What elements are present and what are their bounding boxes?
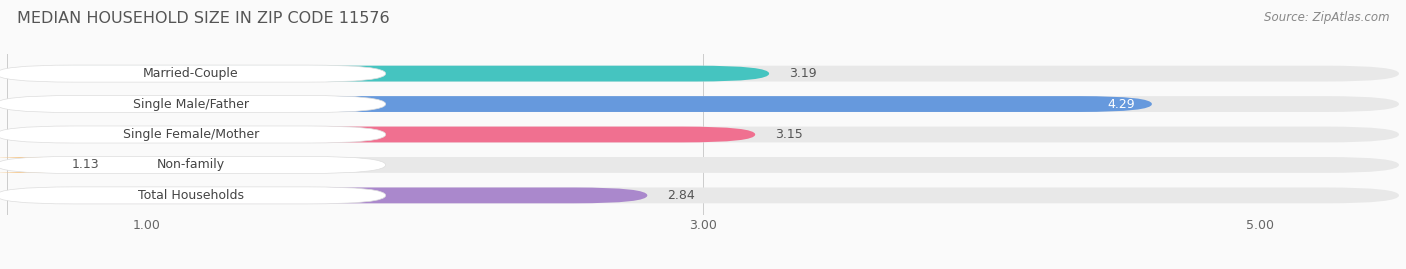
Text: 3.15: 3.15 [775, 128, 803, 141]
FancyBboxPatch shape [0, 126, 385, 143]
Text: Single Female/Mother: Single Female/Mother [122, 128, 259, 141]
Text: Source: ZipAtlas.com: Source: ZipAtlas.com [1264, 11, 1389, 24]
FancyBboxPatch shape [0, 157, 385, 174]
FancyBboxPatch shape [0, 65, 385, 82]
FancyBboxPatch shape [7, 96, 1152, 112]
Text: Total Households: Total Households [138, 189, 243, 202]
Text: 2.84: 2.84 [666, 189, 695, 202]
Text: Married-Couple: Married-Couple [143, 67, 239, 80]
FancyBboxPatch shape [7, 127, 755, 142]
FancyBboxPatch shape [7, 187, 647, 203]
FancyBboxPatch shape [7, 96, 1399, 112]
FancyBboxPatch shape [7, 66, 1399, 82]
FancyBboxPatch shape [0, 187, 385, 204]
Text: Non-family: Non-family [156, 158, 225, 171]
Text: 4.29: 4.29 [1108, 98, 1135, 111]
Text: 1.13: 1.13 [72, 158, 100, 171]
Text: MEDIAN HOUSEHOLD SIZE IN ZIP CODE 11576: MEDIAN HOUSEHOLD SIZE IN ZIP CODE 11576 [17, 11, 389, 26]
FancyBboxPatch shape [0, 157, 79, 173]
FancyBboxPatch shape [7, 66, 769, 82]
FancyBboxPatch shape [0, 95, 385, 112]
FancyBboxPatch shape [7, 157, 1399, 173]
Text: Single Male/Father: Single Male/Father [132, 98, 249, 111]
FancyBboxPatch shape [7, 187, 1399, 203]
FancyBboxPatch shape [7, 127, 1399, 142]
Text: 3.19: 3.19 [789, 67, 817, 80]
